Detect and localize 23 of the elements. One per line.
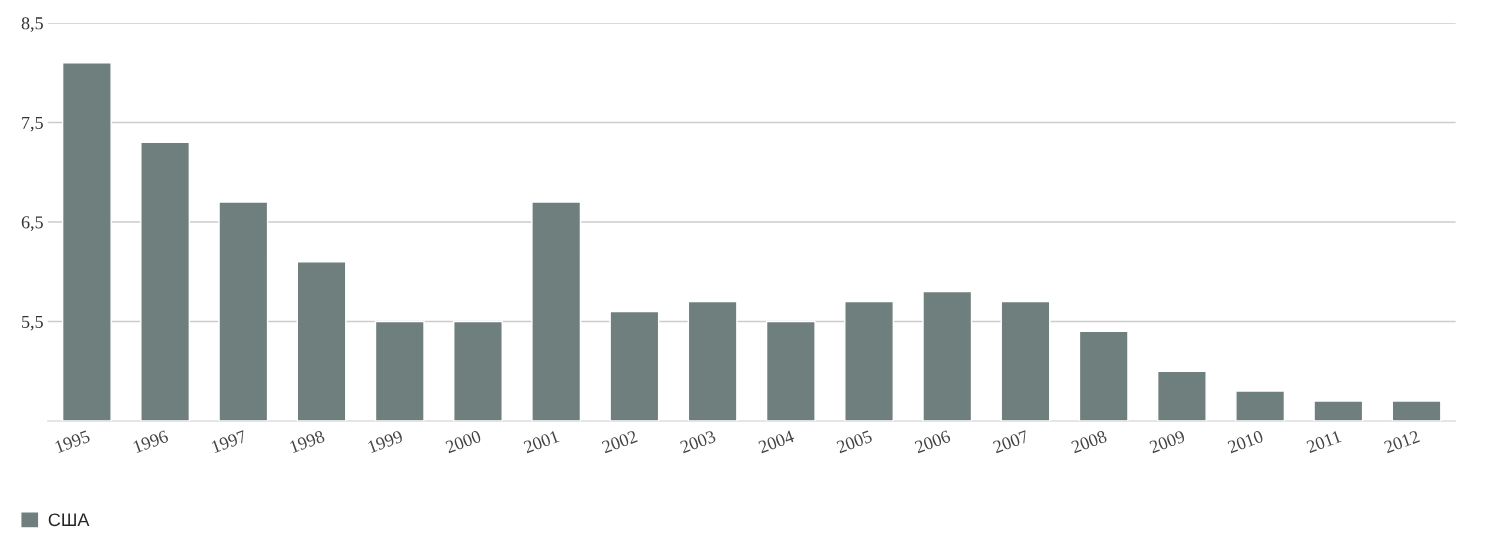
x-tick-label: 1999 [367, 430, 404, 454]
legend-label: США [48, 513, 90, 527]
x-tick-label: 2009 [1148, 430, 1186, 454]
x-tick-label: 2000 [444, 430, 482, 454]
x-tick-label: 2011 [1305, 430, 1342, 454]
x-tick-label: 1995 [54, 430, 91, 454]
x-tick-label: 2010 [1227, 430, 1264, 454]
x-tick-label: 2007 [992, 429, 1030, 454]
x-tick-label: 1997 [211, 430, 248, 454]
y-tick-label: 7,5 [22, 116, 43, 132]
y-tick-label: 5,5 [22, 315, 43, 331]
y-tick-label: 8,5 [21, 17, 43, 32]
x-tick-label: 2012 [1383, 430, 1420, 454]
y-tick-label: 6,5 [21, 216, 43, 231]
x-tick-label: 1996 [132, 430, 169, 454]
x-tick-label: 2006 [914, 429, 952, 454]
x-tick-label: 2001 [523, 430, 560, 454]
x-tick-label: 2002 [601, 430, 638, 454]
x-tick-label: 2004 [757, 429, 795, 454]
x-tick-label: 2003 [679, 430, 717, 454]
x-tick-label: 2005 [836, 430, 873, 454]
x-tick-label: 1998 [289, 430, 326, 454]
x-tick-label: 2008 [1070, 430, 1108, 454]
